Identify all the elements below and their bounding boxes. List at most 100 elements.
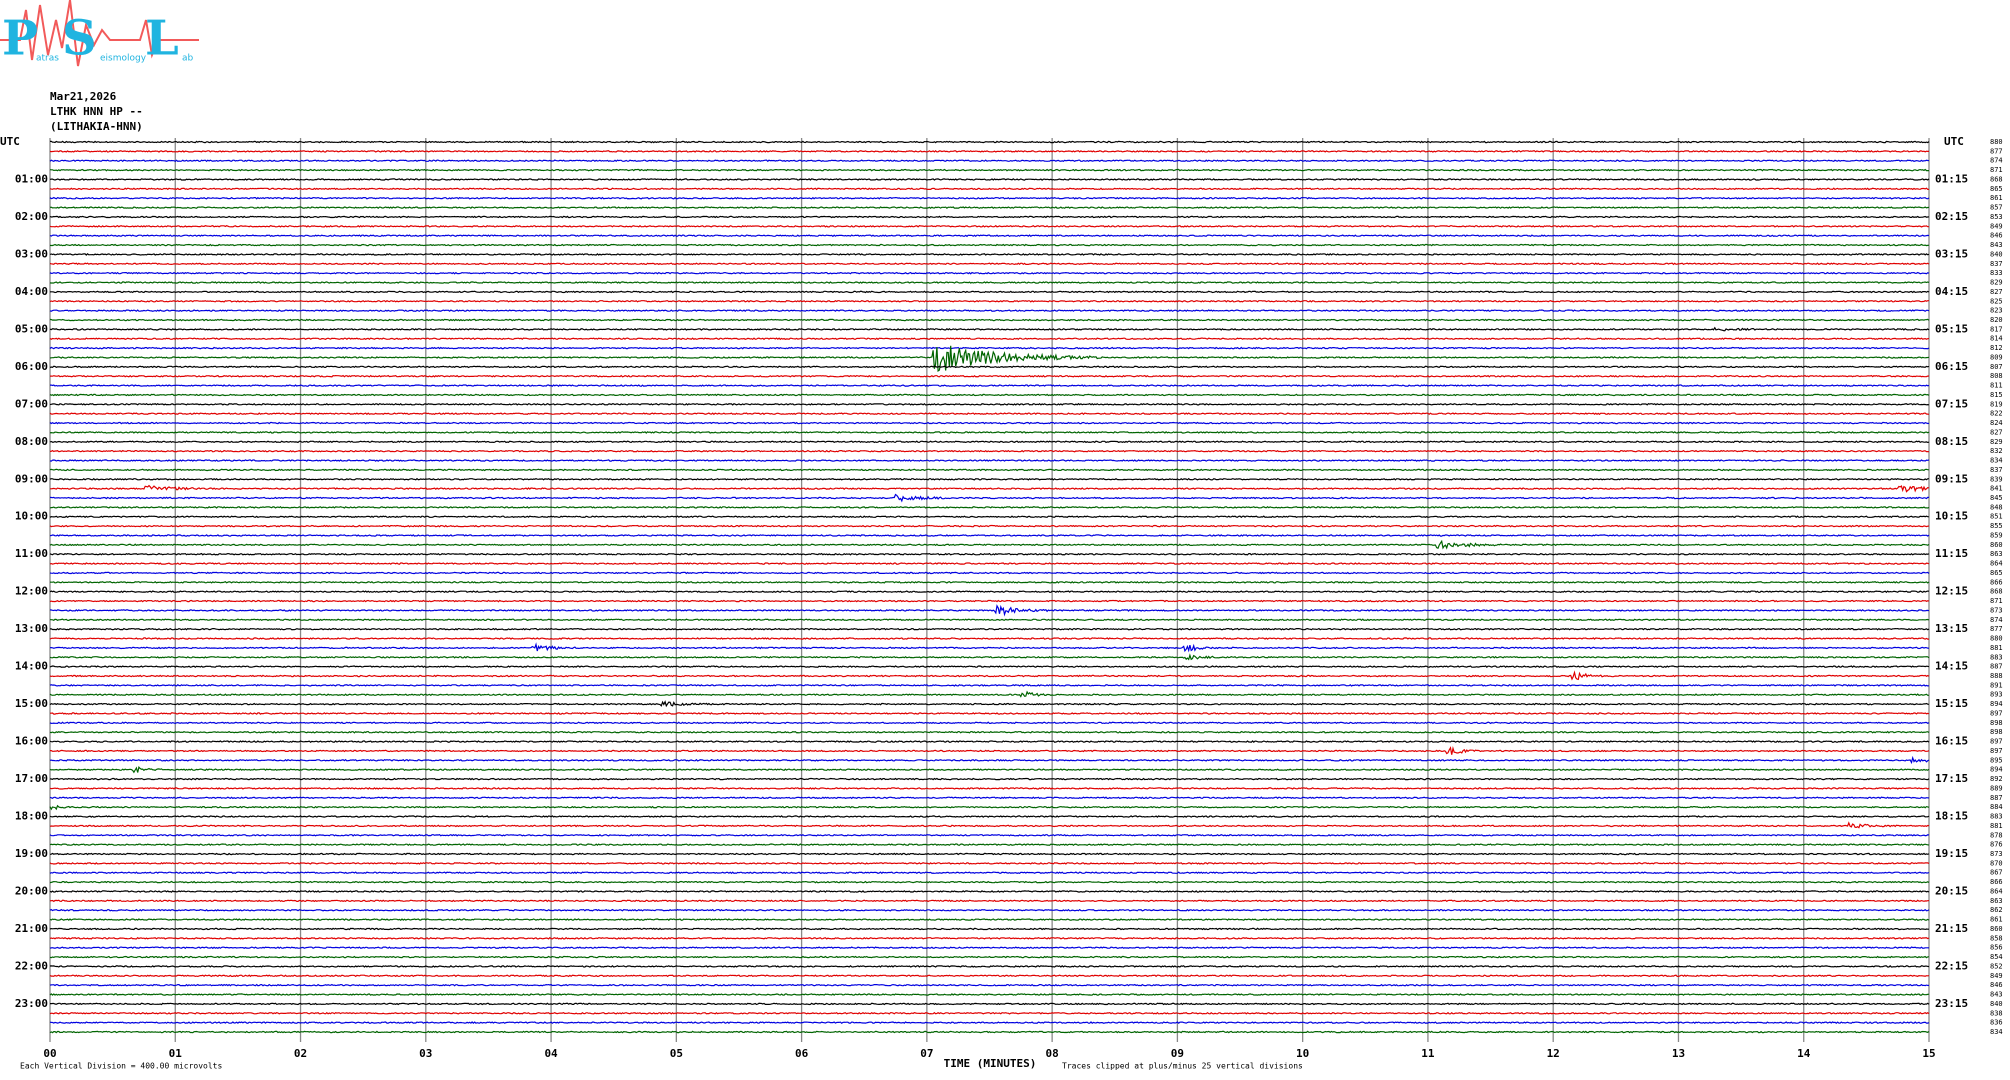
hour-label: 09:00 (15, 472, 48, 485)
trace (49, 345, 1930, 373)
trace-number: 860 (1990, 541, 2003, 549)
trace (49, 684, 1930, 687)
hour-label: 16:15 (1935, 735, 1968, 748)
trace-number: 889 (1990, 784, 2003, 792)
trace (49, 936, 1930, 940)
trace-number: 892 (1990, 775, 2003, 783)
trace-number: 880 (1990, 635, 2003, 643)
trace (50, 140, 1930, 144)
logo-letter: S (62, 11, 97, 67)
trace-number: 839 (1990, 475, 2003, 483)
trace-number: 853 (1990, 213, 2003, 221)
trace (49, 539, 1930, 550)
trace-number: 838 (1990, 1009, 2003, 1017)
hour-label: 07:15 (1935, 397, 1968, 410)
trace (49, 477, 1930, 481)
trace (50, 374, 1930, 378)
trace-number: 876 (1990, 841, 2003, 849)
trace (49, 309, 1930, 312)
hour-label: 06:15 (1935, 360, 1968, 373)
trace (49, 234, 1930, 238)
trace (49, 983, 1930, 987)
trace-number: 883 (1990, 813, 2003, 821)
trace-number: 860 (1990, 925, 2003, 933)
hour-label: 07:00 (15, 397, 48, 410)
hour-label: 05:15 (1935, 322, 1968, 335)
hour-label: 18:00 (15, 810, 48, 823)
logo-word: atras (36, 54, 59, 64)
hour-label: 04:00 (15, 285, 48, 298)
trace (49, 804, 1930, 811)
hour-label: 03:00 (15, 247, 48, 260)
trace-number: 887 (1990, 663, 2003, 671)
date: Mar21,2026 (50, 90, 117, 103)
trace (49, 262, 1930, 266)
minute-label: 02 (294, 1047, 307, 1060)
trace-number: 861 (1990, 194, 2003, 202)
trace (49, 730, 1930, 734)
trace (49, 833, 1930, 837)
hour-label: 14:00 (15, 660, 48, 673)
trace-number: 848 (1990, 503, 2003, 511)
trace (49, 412, 1930, 416)
trace (49, 890, 1930, 893)
trace (49, 459, 1930, 462)
trace (49, 908, 1930, 912)
trace-number: 880 (1990, 138, 2003, 146)
trace-number: 829 (1990, 438, 2003, 446)
hour-label: 08:15 (1935, 435, 1968, 448)
minute-label: 10 (1296, 1047, 1309, 1060)
trace-number: 866 (1990, 878, 2003, 886)
trace (49, 821, 1930, 829)
logo: P S L atras eismology ab (0, 0, 199, 67)
trace (50, 627, 1930, 631)
trace-number: 819 (1990, 400, 2003, 408)
trace-number: 881 (1990, 644, 2003, 652)
trace-number: 843 (1990, 241, 2003, 249)
trace (49, 665, 1930, 669)
trace (49, 206, 1930, 209)
trace-number: 877 (1990, 625, 2003, 633)
trace-number: 845 (1990, 494, 2003, 502)
hour-label: 01:00 (15, 172, 48, 185)
logo-letter: P (2, 11, 38, 67)
trace-number: 897 (1990, 738, 2003, 746)
trace (49, 440, 1930, 444)
trace (49, 580, 1930, 584)
trace (49, 642, 1930, 653)
trace (49, 670, 1930, 681)
trace-number: 874 (1990, 157, 2003, 165)
minute-label: 12 (1547, 1047, 1560, 1060)
trace-number: 846 (1990, 232, 2003, 240)
trace-number: 868 (1990, 175, 2003, 183)
trace (49, 599, 1930, 603)
trace-number: 836 (1990, 1019, 2003, 1027)
hour-label: 13:00 (15, 622, 48, 635)
hour-label: 06:00 (15, 360, 48, 373)
trace-number: 849 (1990, 222, 2003, 230)
trace-number: 871 (1990, 166, 2003, 174)
trace-number: 832 (1990, 447, 2003, 455)
trace-number: 858 (1990, 934, 2003, 942)
trace-number: 867 (1990, 869, 2003, 877)
trace-number: 887 (1990, 794, 2003, 802)
trace (49, 843, 1930, 846)
minute-label: 05 (670, 1047, 683, 1060)
trace (49, 493, 1929, 503)
trace (49, 449, 1930, 453)
trace (50, 618, 1930, 622)
trace-number: 843 (1990, 991, 2003, 999)
trace (49, 946, 1930, 950)
hour-label: 18:15 (1935, 810, 1968, 823)
trace (49, 196, 1930, 200)
trace-number: 895 (1990, 756, 2003, 764)
right-axis-title: UTC (1944, 135, 1964, 148)
hour-label: 14:15 (1935, 660, 1968, 673)
trace (49, 243, 1930, 247)
trace (49, 515, 1930, 519)
trace (49, 993, 1930, 996)
trace-number: 878 (1990, 831, 2003, 839)
site: (LITHAKIA-HNN) (50, 120, 143, 133)
trace (49, 534, 1930, 537)
